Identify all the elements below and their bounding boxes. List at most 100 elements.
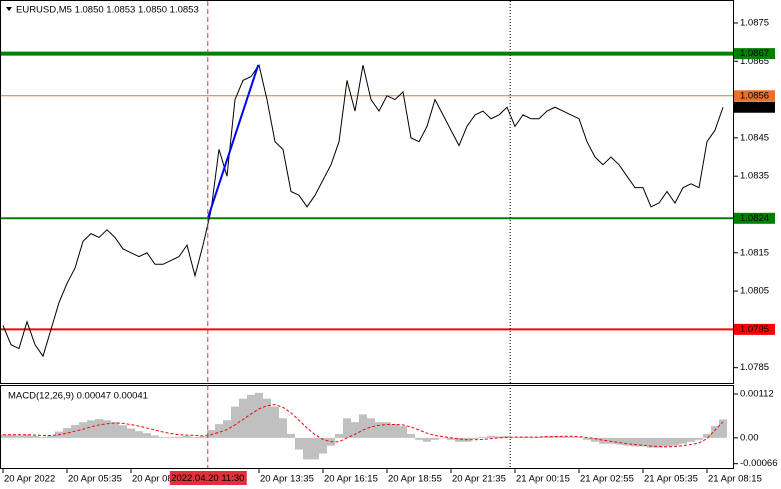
- macd-bar: [247, 394, 255, 438]
- macd-bar: [215, 424, 223, 438]
- macd-bar: [343, 418, 351, 438]
- price-label-box: [734, 90, 775, 102]
- macd-bar: [479, 437, 487, 438]
- x-tick-label: 20 Apr 13:35: [260, 474, 314, 485]
- macd-bar: [623, 437, 631, 446]
- macd-bar: [223, 420, 231, 438]
- macd-bar: [503, 435, 511, 438]
- macd-bar: [111, 422, 119, 438]
- macd-bar: [23, 434, 31, 438]
- cursor-label-box: [169, 471, 247, 485]
- plot-layer: 1.0875 1.0865 1.0845 1.0835 1.0815 1.0805 1.07…: [0, 1, 778, 469]
- macd-bar: [87, 420, 95, 438]
- cursor-label: 2022.04.20 11:30: [171, 473, 244, 484]
- y-tick-label: 1.0835: [740, 171, 769, 182]
- macd-bar: [359, 414, 367, 438]
- signal-line: [3, 404, 724, 448]
- macd-bar: [319, 437, 327, 454]
- y-tick-label: 1.0805: [740, 286, 769, 297]
- macd-bar: [695, 437, 703, 440]
- macd-bar: [287, 433, 295, 438]
- y-tick-label: 1.0875: [740, 17, 769, 28]
- macd-title: MACD(12,26,9) 0.00047 0.00041: [8, 391, 148, 402]
- macd-bar: [231, 406, 239, 438]
- macd-bar: [119, 425, 127, 438]
- macd-bar: [639, 437, 647, 447]
- macd-bar: [143, 433, 151, 438]
- y-tick-label: -0.00066: [740, 458, 778, 469]
- macd-bar: [95, 419, 103, 438]
- x-tick-label: 21 Apr 08:15: [708, 474, 762, 485]
- macd-bar: [519, 436, 527, 438]
- macd-frame: [0, 385, 734, 469]
- macd-bar: [599, 437, 607, 444]
- macd-bar: [207, 430, 215, 438]
- macd-bar: [199, 436, 207, 438]
- macd-bar: [255, 392, 263, 438]
- macd-bar: [127, 428, 135, 438]
- macd-bar: [79, 422, 87, 438]
- x-tick-label: 20 Apr 18:55: [388, 474, 442, 485]
- macd-bar: [0, 434, 7, 438]
- macd-bar: [647, 437, 655, 448]
- macd-bar: [535, 437, 543, 438]
- macd-bar: [399, 426, 407, 438]
- price-label-box: [734, 212, 775, 224]
- chart-title: EURUSD,M5 1.0850 1.0853 1.0850 1.0853: [16, 5, 199, 16]
- macd-bar: [7, 434, 15, 438]
- price-line: [2, 63, 724, 358]
- macd-bar: [671, 437, 679, 446]
- macd-bar: [567, 436, 575, 438]
- macd-bar: [175, 436, 183, 438]
- macd-bar: [559, 436, 567, 438]
- y-tick-label: 1.0845: [740, 132, 769, 143]
- macd-bar: [407, 433, 415, 438]
- macd-bar: [311, 437, 319, 460]
- price-label-box: [734, 48, 775, 60]
- macd-bar: [575, 437, 583, 438]
- x-tick-label: 21 Apr 05:35: [644, 474, 698, 485]
- price-label: 1.0856: [740, 90, 769, 101]
- macd-bar: [39, 437, 47, 438]
- macd-bar: [455, 437, 463, 442]
- x-tick-label: 21 Apr 00:15: [516, 474, 570, 485]
- macd-bar: [375, 422, 383, 438]
- y-tick-label: 1.0865: [740, 56, 769, 67]
- y-tick-label: 1.0785: [740, 362, 769, 373]
- macd-bar: [679, 437, 687, 444]
- price-label: 1.0867: [740, 48, 769, 59]
- macd-bar: [295, 437, 303, 450]
- price-label: 1.0824: [740, 213, 769, 224]
- macd-bar: [47, 435, 55, 438]
- macd-bar: [615, 437, 623, 445]
- title-arrow: [6, 7, 12, 11]
- macd-bar: [719, 419, 727, 438]
- macd-bar: [63, 428, 71, 438]
- macd-bar: [271, 406, 279, 438]
- macd-bar: [655, 437, 663, 448]
- price-label-box: [734, 323, 775, 335]
- x-tick-label: 20 Apr 21:35: [452, 474, 506, 485]
- macd-bar: [191, 437, 199, 438]
- macd-bar: [703, 433, 711, 438]
- macd-bar: [391, 424, 399, 438]
- x-tick-label: 20 Apr 16:15: [324, 474, 378, 485]
- macd-bar: [487, 435, 495, 438]
- x-tick-label: 20 Apr 05:35: [68, 474, 122, 485]
- macd-bar: [431, 437, 439, 440]
- overlay-layer: 1.0867 1.0856 1.0824 1.0795 1.0853 20 Apr 202…: [2, 1, 775, 485]
- y-tick-label: 0.00112: [740, 389, 774, 400]
- macd-bar: [31, 435, 39, 438]
- macd-bar: [15, 435, 23, 438]
- price-label-box: [734, 101, 775, 113]
- price-label: 1.0795: [740, 324, 769, 335]
- macd-bar: [335, 433, 343, 438]
- macd-bar: [103, 420, 111, 438]
- macd-bar: [167, 437, 175, 438]
- macd-bar: [279, 418, 287, 438]
- macd-bar: [303, 437, 311, 460]
- x-tick-label: 20 Apr 2022: [4, 474, 55, 485]
